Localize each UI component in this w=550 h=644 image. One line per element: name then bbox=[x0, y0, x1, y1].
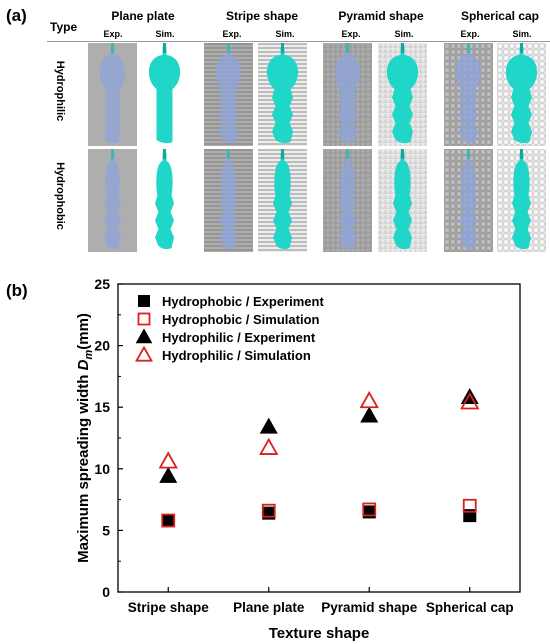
sub-header-sim: Sim. bbox=[512, 29, 532, 39]
data-point-hydrophilic-simulation bbox=[460, 392, 480, 410]
header-divider bbox=[47, 41, 550, 42]
hydrophobic-plane-exp-image bbox=[88, 149, 137, 252]
legend-marker bbox=[135, 328, 153, 344]
row-label-hydrophobic: Hydrophobic bbox=[54, 162, 66, 230]
type-header: Type bbox=[50, 20, 78, 34]
sub-header-exp: Exp. bbox=[222, 29, 242, 39]
data-point-hydrophobic-experiment bbox=[161, 514, 175, 528]
y-tick-label: 0 bbox=[102, 584, 110, 600]
data-point-hydrophilic-simulation bbox=[158, 451, 178, 469]
hydrophilic-plane-sim-image bbox=[140, 43, 189, 146]
y-axis-label: Maximum spreading width Dm(mm) bbox=[75, 313, 95, 563]
data-point-hydrophobic-simulation bbox=[161, 513, 176, 528]
texture-header-plane-plate: Plane plate bbox=[111, 9, 175, 23]
hydrophobic-stripe-exp-image bbox=[204, 149, 253, 252]
texture-header-stripe-shape: Stripe shape bbox=[225, 9, 299, 23]
hydrophilic-pyramid-sim-image bbox=[378, 43, 427, 146]
sub-header-exp: Exp. bbox=[341, 29, 361, 39]
hydrophobic-sphere-sim-image bbox=[497, 149, 546, 252]
x-tick-label: Spherical cap bbox=[426, 600, 514, 615]
sub-header-sim: Sim. bbox=[275, 29, 295, 39]
data-point-hydrophilic-experiment bbox=[460, 388, 479, 405]
panel-b-label: (b) bbox=[6, 281, 28, 300]
x-tick-label: Plane plate bbox=[233, 600, 305, 615]
hydrophobic-plane-sim-image bbox=[140, 149, 189, 252]
y-tick-label: 15 bbox=[94, 399, 110, 415]
y-tick-label: 25 bbox=[94, 276, 110, 292]
data-point-hydrophilic-simulation bbox=[259, 437, 279, 455]
x-axis-label: Texture shape bbox=[269, 625, 370, 642]
hydrophobic-pyramid-exp-image bbox=[323, 149, 372, 252]
panel-a: (a) Type Plane plate Stripe shape Pyrami… bbox=[0, 0, 550, 262]
hydrophobic-sphere-exp-image bbox=[444, 149, 493, 252]
data-point-hydrophobic-simulation bbox=[462, 498, 477, 513]
hydrophilic-sphere-exp-image bbox=[444, 43, 493, 146]
data-point-hydrophilic-simulation bbox=[359, 390, 379, 409]
legend-marker bbox=[134, 345, 154, 362]
panel-a-label: (a) bbox=[6, 6, 27, 25]
y-tick-label: 10 bbox=[94, 461, 110, 477]
legend-label: Hydrophilic / Simulation bbox=[162, 348, 311, 363]
hydrophobic-pyramid-sim-image bbox=[378, 149, 427, 252]
hydrophilic-stripe-sim-image bbox=[258, 43, 307, 146]
x-tick-label: Stripe shape bbox=[128, 600, 210, 615]
hydrophobic-stripe-sim-image bbox=[258, 149, 307, 252]
data-point-hydrophobic-simulation bbox=[261, 503, 276, 518]
legend-label: Hydrophilic / Experiment bbox=[162, 330, 316, 345]
hydrophilic-plane-exp-image bbox=[88, 43, 137, 146]
hydrophilic-pyramid-exp-image bbox=[323, 43, 372, 146]
data-point-hydrophilic-experiment bbox=[259, 417, 278, 434]
texture-header-spherical-cap: Spherical cap bbox=[460, 9, 540, 23]
sub-header-sim: Sim. bbox=[394, 29, 414, 39]
hydrophilic-sphere-sim-image bbox=[497, 43, 546, 146]
sub-header-exp: Exp. bbox=[460, 29, 480, 39]
scatter-chart: 0 5 10 15 20 25 Stripe shape Plane plate Pyramid… bbox=[75, 276, 521, 642]
row-label-hydrophilic: Hydrophilic bbox=[54, 60, 66, 122]
legend-label: Hydrophobic / Simulation bbox=[162, 312, 320, 327]
texture-header-pyramid-shape: Pyramid shape bbox=[338, 9, 424, 23]
y-tick-label: 5 bbox=[102, 522, 110, 538]
sub-header-sim: Sim. bbox=[155, 29, 175, 39]
legend-marker bbox=[137, 312, 151, 326]
hydrophilic-stripe-exp-image bbox=[204, 43, 253, 146]
legend-label: Hydrophobic / Experiment bbox=[162, 294, 324, 309]
data-point-hydrophilic-experiment bbox=[360, 406, 379, 423]
data-point-hydrophilic-experiment bbox=[159, 466, 178, 483]
data-point-hydrophobic-simulation bbox=[362, 502, 377, 517]
y-tick-label: 20 bbox=[94, 338, 110, 354]
sub-header-exp: Exp. bbox=[103, 29, 123, 39]
x-tick-label: Pyramid shape bbox=[321, 600, 418, 615]
legend-marker bbox=[138, 295, 150, 307]
